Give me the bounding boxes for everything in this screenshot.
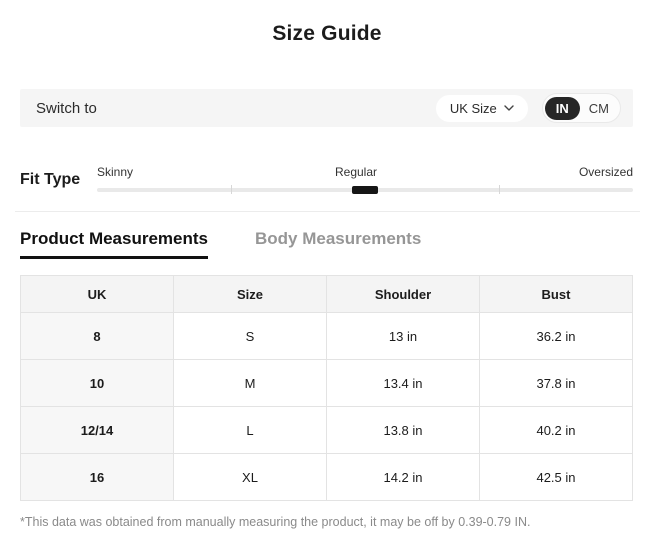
chevron-down-icon	[504, 105, 514, 111]
unit-option-in[interactable]: IN	[544, 96, 580, 120]
measurement-tabs: Product Measurements Body Measurements	[20, 229, 633, 259]
col-header-size: Size	[173, 275, 327, 313]
fit-slider-handle[interactable]	[352, 186, 378, 194]
measurement-disclaimer: *This data was obtained from manually me…	[20, 515, 531, 529]
section-divider	[15, 211, 640, 212]
fit-option-skinny[interactable]: Skinny	[97, 165, 134, 179]
cell-bust: 42.5 in	[479, 453, 633, 501]
size-standard-value: UK Size	[449, 100, 497, 116]
cell-uk: 16	[20, 453, 174, 501]
fit-option-oversized[interactable]: Oversized	[578, 165, 633, 179]
cell-size: L	[173, 406, 327, 454]
fit-slider-tick	[231, 185, 232, 194]
col-header-uk: UK	[20, 275, 174, 313]
cell-size: M	[173, 359, 327, 407]
cell-shoulder: 13 in	[326, 312, 480, 360]
cell-shoulder: 13.4 in	[326, 359, 480, 407]
tab-body-measurements[interactable]: Body Measurements	[255, 229, 422, 248]
table-row: 16 XL 14.2 in 42.5 in	[20, 453, 633, 501]
page-title: Size Guide	[272, 22, 382, 45]
cell-shoulder: 13.8 in	[326, 406, 480, 454]
table-row: 12/14 L 13.8 in 40.2 in	[20, 406, 633, 454]
fit-type-label: Fit Type	[20, 171, 81, 188]
fit-type-section: Fit Type Skinny Regular Oversized	[20, 165, 633, 194]
unit-switch-bar: Switch to UK Size IN CM	[20, 89, 633, 127]
cell-uk: 8	[20, 312, 174, 360]
unit-toggle: IN CM	[541, 93, 621, 123]
fit-slider-tick	[499, 185, 500, 194]
col-header-shoulder: Shoulder	[326, 275, 480, 313]
cell-bust: 40.2 in	[479, 406, 633, 454]
cell-size: S	[173, 312, 327, 360]
table-row: 8 S 13 in 36.2 in	[20, 312, 633, 360]
fit-option-regular[interactable]: Regular	[334, 165, 378, 179]
cell-uk: 10	[20, 359, 174, 407]
fit-slider-track[interactable]	[97, 185, 633, 194]
cell-shoulder: 14.2 in	[326, 453, 480, 501]
switch-to-label: Switch to	[36, 99, 97, 117]
unit-option-cm[interactable]: CM	[588, 100, 609, 116]
cell-size: XL	[173, 453, 327, 501]
cell-bust: 37.8 in	[479, 359, 633, 407]
col-header-bust: Bust	[479, 275, 633, 313]
tab-product-measurements[interactable]: Product Measurements	[20, 229, 208, 259]
table-row: 10 M 13.4 in 37.8 in	[20, 359, 633, 407]
cell-uk: 12/14	[20, 406, 174, 454]
size-standard-dropdown[interactable]: UK Size	[435, 94, 528, 122]
cell-bust: 36.2 in	[479, 312, 633, 360]
switch-controls: UK Size IN CM	[435, 93, 621, 123]
fit-type-slider: Skinny Regular Oversized	[97, 165, 633, 194]
fit-type-options: Skinny Regular Oversized	[97, 165, 633, 179]
table-header-row: UK Size Shoulder Bust	[20, 275, 633, 313]
size-table: UK Size Shoulder Bust 8 S 13 in 36.2 in …	[20, 275, 633, 501]
